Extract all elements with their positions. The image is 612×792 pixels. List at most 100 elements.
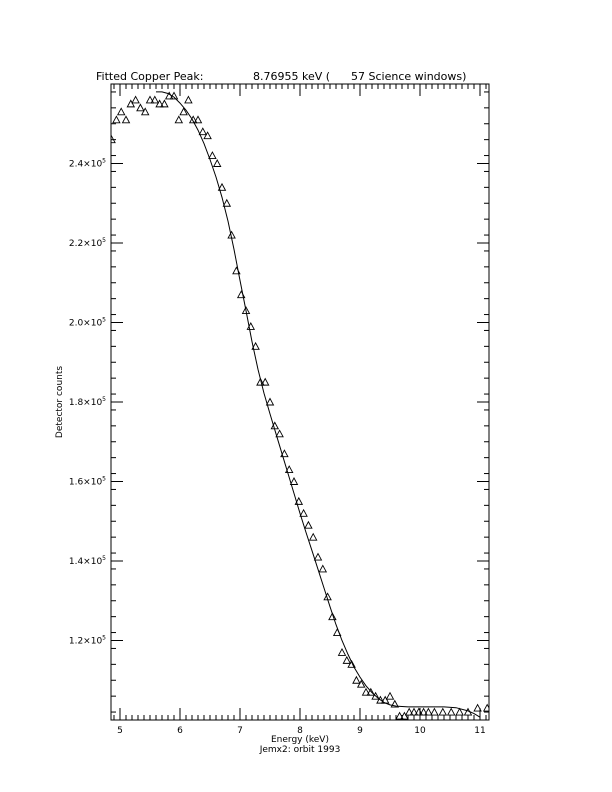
data-point <box>380 695 390 704</box>
data-point <box>400 711 409 720</box>
data-point <box>188 115 198 124</box>
data-point <box>463 707 473 716</box>
data-point <box>328 612 337 621</box>
data-point <box>361 687 371 696</box>
data-point <box>280 449 289 458</box>
data-point <box>136 103 145 112</box>
data-point <box>227 230 236 239</box>
data-point <box>275 429 284 438</box>
data-point <box>164 91 174 100</box>
data-point <box>404 707 414 716</box>
data-layer <box>111 91 489 720</box>
data-point <box>337 647 347 656</box>
y-tick-label: 1.8×105 <box>69 396 106 408</box>
data-point <box>241 306 251 315</box>
data-point <box>174 115 184 124</box>
data-point <box>395 711 404 720</box>
x-tick-label: 9 <box>357 726 363 736</box>
data-point <box>332 628 342 636</box>
data-point <box>121 115 131 124</box>
x-tick-label: 11 <box>474 726 485 736</box>
data-point <box>284 465 294 474</box>
data-point <box>112 115 121 124</box>
data-point <box>289 477 299 485</box>
data-point <box>160 99 169 108</box>
data-point <box>251 341 260 350</box>
data-point <box>184 95 193 104</box>
data-point <box>304 520 313 529</box>
plot-frame <box>110 83 490 721</box>
y-tick-label: 1.4×105 <box>69 555 106 567</box>
x-axis-label: Energy (keV) <box>271 735 329 745</box>
data-point <box>390 699 400 708</box>
data-point <box>318 564 328 573</box>
y-tick-label: 1.6×105 <box>69 476 106 488</box>
data-point <box>169 91 179 100</box>
data-point <box>145 95 155 104</box>
data-point <box>131 95 140 104</box>
data-point <box>116 107 126 116</box>
chart-title-left: Fitted Copper Peak: <box>96 70 203 83</box>
data-point <box>342 655 352 664</box>
data-point <box>455 707 464 716</box>
data-point <box>265 397 275 406</box>
x-tick-label: 5 <box>117 726 123 736</box>
x-tick-label: 7 <box>237 726 243 736</box>
data-point <box>299 508 308 517</box>
data-point <box>270 421 280 430</box>
fit-curve <box>156 91 481 718</box>
data-point <box>155 99 164 108</box>
data-point <box>356 679 366 688</box>
data-point <box>236 290 246 299</box>
data-point <box>217 182 227 191</box>
data-point <box>323 592 332 601</box>
data-point <box>232 266 241 275</box>
data-point <box>313 552 323 561</box>
y-tick-label: 2.4×105 <box>69 158 106 170</box>
data-point <box>385 691 395 700</box>
y-tick-label: 1.2×105 <box>69 635 106 647</box>
y-axis-label: Detector counts <box>55 366 65 438</box>
data-point <box>150 95 160 104</box>
x-tick-label: 8 <box>297 726 303 736</box>
y-tick-labels: 1.2×105 1.4×105 1.6×105 1.8×105 2.0×105 2.2×1… <box>69 158 106 647</box>
data-point <box>473 703 482 712</box>
data-point <box>179 107 188 116</box>
data-point <box>376 695 385 704</box>
data-point <box>366 687 376 696</box>
data-point <box>308 532 318 541</box>
data-point <box>203 131 212 140</box>
data-point <box>193 115 203 124</box>
data-point <box>256 377 265 386</box>
data-point <box>126 99 136 108</box>
data-point <box>111 135 116 144</box>
data-point <box>371 691 380 700</box>
data-point <box>419 707 428 716</box>
data-point <box>294 496 304 505</box>
data-point <box>347 659 356 668</box>
data-point <box>482 703 489 712</box>
data-point <box>140 107 150 116</box>
data-point <box>222 198 232 207</box>
data-point <box>414 707 424 716</box>
data-point <box>352 675 361 684</box>
data-point <box>260 377 270 386</box>
data-point <box>208 151 217 160</box>
plot-area <box>110 83 490 721</box>
data-point <box>430 707 439 716</box>
x-tick-label: 10 <box>414 726 426 736</box>
data-point <box>409 707 419 716</box>
data-point <box>438 707 448 716</box>
y-tick-label: 2.2×105 <box>69 237 106 249</box>
chart-title-right: 8.76955 keV ( 57 Science windows) <box>253 70 466 83</box>
x-tick-label: 6 <box>177 726 183 736</box>
x-tick-labels: 5 6 7 8 9 10 11 <box>117 726 486 736</box>
y-tick-label: 2.0×105 <box>69 317 106 329</box>
data-point <box>198 127 208 136</box>
data-point <box>246 322 256 330</box>
data-point <box>446 707 456 716</box>
data-point <box>424 707 433 716</box>
data-point <box>212 159 222 167</box>
chart-subtitle: Jemx2: orbit 1993 <box>259 745 341 755</box>
